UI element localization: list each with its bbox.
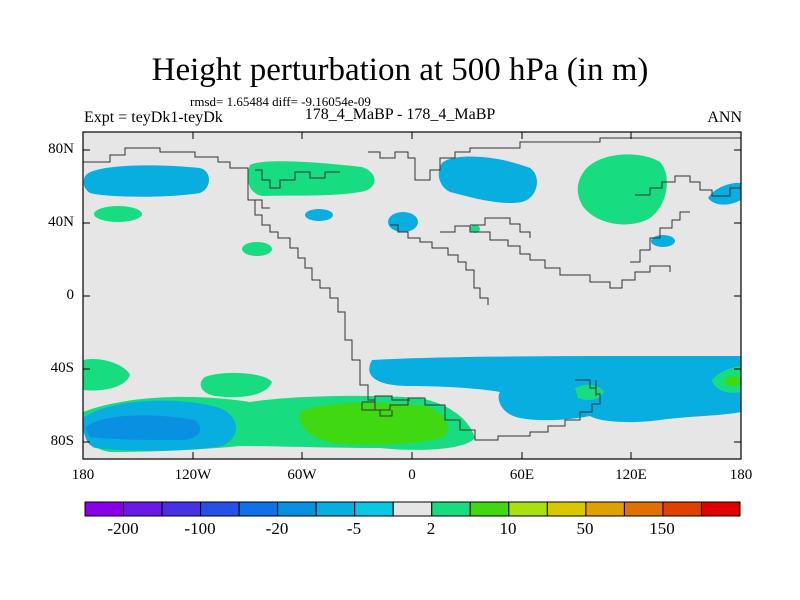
x-tick-label: 0 [408,467,416,483]
colorbar-box [700,501,741,517]
contour-na-pos [247,161,375,196]
contour-sind-pos [575,384,604,400]
chart-title: Height perturbation at 500 hPa (in m) [151,52,649,88]
coastlines [83,137,741,441]
x-tick-label: 180 [71,467,95,483]
contour-med-pos [470,225,480,233]
colorbar-box [277,501,317,517]
contour-euro-neg [388,212,418,232]
colorbar-box [161,501,202,517]
colorbar-box [238,501,279,517]
colorbar-tick-label: -5 [346,519,362,538]
contour-sw-pac-pos [83,358,130,391]
stats-label: rmsd= 1.65484 diff= -9.16054e-09 [190,94,371,109]
y-tick-label: 80S [50,433,74,449]
y-tick-label: 40N [48,214,74,230]
x-tick-label: 60W [287,467,317,483]
x-tick-label: 120E [615,467,647,483]
colorbar-box [84,501,125,517]
coast-eurasia [368,137,741,181]
case-label: 178_4_MaBP - 178_4_MaBP [304,106,496,123]
y-tick-label: 0 [66,287,75,303]
colorbar-box [585,501,625,517]
colorbar-box [469,501,510,517]
colorbar-box [546,501,587,517]
coast-hudson [255,199,270,209]
contour-so-pos-core [725,376,741,386]
colorbar-box [431,501,471,517]
x-tick-label: 120W [174,467,212,483]
colorbar-box [662,501,702,517]
coast-asia-east [470,217,531,238]
colorbar-tick-label: 2 [426,519,436,538]
coast-asia-pacific [635,175,741,197]
colorbar-boxes [84,501,741,517]
contour-mex-pos [242,242,272,256]
coast-antarctic-pen [361,402,393,417]
coast-south-america [375,380,601,441]
coast-aus [575,379,597,396]
colorbar-box [392,501,433,517]
colorbar-tick-label: -20 [265,519,289,538]
tick-marks [82,132,742,459]
x-tick-label: 60E [509,467,535,483]
colorbar-tick-label: 150 [649,519,675,538]
y-tick-label: 40S [50,360,74,376]
coast-greenland [255,169,340,189]
coast-med [440,225,671,289]
contour-sib-pos [577,154,667,225]
contour-na-neg [305,209,333,221]
colorbar-tick-label: -100 [184,519,216,538]
colorbar-box [200,501,240,517]
experiment-label: Expt = teyDk1-teyDk [84,109,223,126]
colorbar-box [123,501,163,517]
coast-antarctica [362,395,410,403]
colorbar-tick-label: -200 [107,519,139,538]
y-tick-label: 80N [48,141,74,157]
colorbar-box [623,501,664,517]
contour-npac-pos [94,206,142,222]
colorbar-box [354,501,394,517]
contour-natl-neg [438,156,537,203]
contour-so-band-neg [369,356,741,423]
colorbar-box [508,501,548,517]
coast-asia-east-2 [630,211,690,263]
colorbar-box [315,501,356,517]
coast-europe-south [390,224,489,305]
colorbar-tick-label: 50 [576,519,594,538]
contour-spac-neg-core [85,415,201,440]
colorbar-tick-label: 10 [499,519,517,538]
contour-npac-neg [83,165,209,197]
coast-north-america [83,147,376,410]
season-label: ANN [707,109,742,126]
contour-satl-pos-core [299,402,448,445]
x-tick-label: 180 [729,467,753,483]
contour-sh-pos-a [200,372,272,398]
contour-fills [83,154,741,452]
